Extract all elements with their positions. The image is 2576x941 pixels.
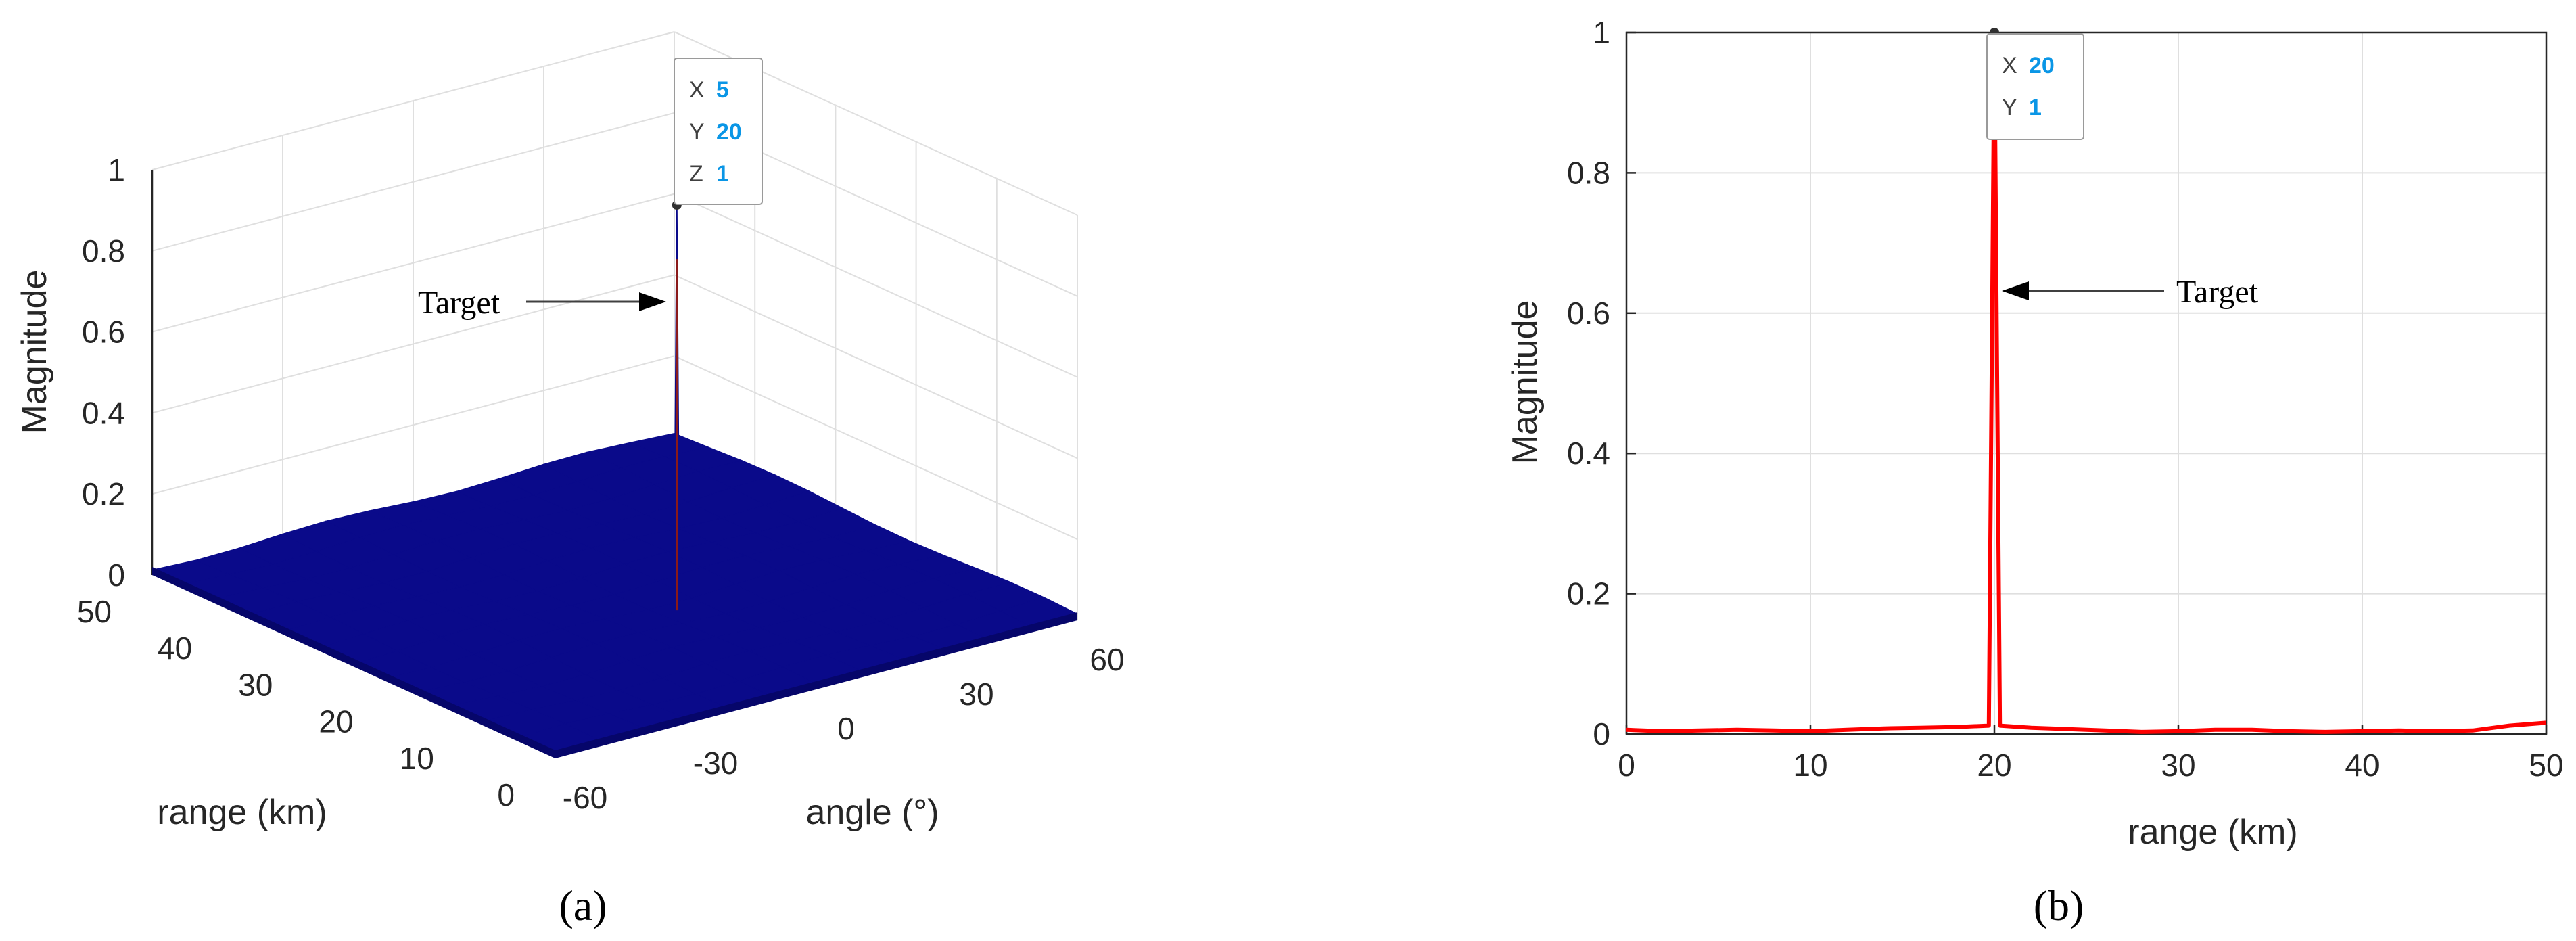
panel-b-datatip-key: X [2002, 53, 2017, 78]
panel-a-z-axis-label: Magnitude [15, 270, 54, 434]
panel-a-annotation-arrowhead [639, 292, 666, 311]
panel-b-y-tick-label: 0.6 [1567, 296, 1610, 331]
panel-a-y-axis-label: range (km) [157, 793, 327, 832]
panel-a-datatip-key: Y [689, 119, 705, 145]
panel-a-x-tick-label: 60 [1090, 642, 1124, 677]
panel-b-y-tick-label: 0 [1593, 716, 1610, 752]
panel-a-surface-edge [152, 567, 555, 758]
panel-a-datatip-value: 1 [716, 161, 729, 187]
panel-b-x-axis-label: range (km) [2128, 812, 2297, 852]
panel-a-y-tick-label: 40 [158, 630, 192, 666]
panel-a-surface-patch [629, 433, 709, 457]
panel-b-line-plot: 0 10 20 30 40 50 0 0.2 0.4 0.6 0.8 1 Magnitude rang… [1505, 15, 2564, 929]
panel-a-surface-layer [151, 200, 1079, 758]
panel-b-datatip-value: 1 [2029, 95, 2042, 120]
panel-a-y-tick-label: 0 [497, 777, 515, 812]
panel-b-datatip-value: 20 [2029, 53, 2055, 78]
panel-a-z-tick-label: 0.2 [82, 476, 125, 511]
panel-b-annotation-text: Target [2176, 274, 2259, 310]
panel-b-x-tick-label: 20 [1977, 748, 2011, 783]
panel-a-y-tick-label: 30 [238, 667, 273, 702]
panel-a-z-tick-label: 0.8 [82, 233, 125, 269]
panel-b-x-tick-label: 30 [2161, 748, 2195, 783]
panel-b-x-tick-label: 50 [2529, 748, 2563, 783]
panel-b-grid [1626, 32, 2547, 735]
panel-a-datatip-key: Z [689, 161, 703, 187]
panel-b-annotation-arrowhead [2002, 281, 2029, 300]
panel-a-datatip-value: 20 [716, 119, 742, 145]
panel-b-y-tick-label: 0.4 [1567, 436, 1610, 471]
panel-b-x-tick-label: 40 [2345, 748, 2379, 783]
panel-a-x-tick-label: 0 [837, 711, 855, 746]
panel-b-datatip-key: Y [2002, 95, 2017, 120]
panel-a-y-tick-label: 50 [77, 594, 112, 629]
panel-b-target-annotation: Target [2002, 274, 2259, 310]
panel-b-caption: (b) [2034, 881, 2084, 929]
panel-a-x-tick-label: -60 [563, 780, 607, 815]
panel-b-y-tick-label: 1 [1593, 15, 1610, 50]
panel-b-x-tick-label: 10 [1793, 748, 1827, 783]
panel-a-z-tick-label: 0.6 [82, 315, 125, 350]
panel-a-x-tick-label: -30 [693, 745, 738, 781]
panel-b-axes-box [1625, 31, 2548, 735]
panel-a-target-annotation: Target [418, 285, 666, 321]
panel-b-y-tick-label: 0.8 [1567, 155, 1610, 190]
panel-a-y-tick-label: 20 [319, 704, 353, 739]
panel-a-datatip: X 5Y 20 Z 1 [674, 58, 763, 205]
panel-b-y-axis-label: Magnitude [1505, 300, 1545, 465]
panel-b-axes-frame [1625, 31, 2548, 735]
panel-b-datatip: X 20 Y 1 [1986, 33, 2084, 140]
panel-b-series-line [1626, 30, 2547, 734]
panel-a-y-tick-label: 10 [400, 741, 434, 776]
panel-a-x-axis-label: angle (°) [805, 793, 939, 832]
panel-a-surface-edge [555, 612, 1077, 758]
panel-a-caption: (a) [559, 881, 607, 929]
panel-a-gridline [674, 274, 1078, 459]
panel-a-datatip-box [674, 58, 763, 205]
panel-a-z-tick-label: 0 [108, 557, 125, 593]
panel-a-x-tick-label: 30 [959, 676, 993, 712]
panel-b-x-tick-label: 0 [1618, 748, 1635, 783]
panel-a-datatip-key: X [689, 77, 705, 103]
panel-b-y-tick-label: 0.2 [1567, 576, 1610, 612]
panel-b-series-layer [1626, 28, 2547, 734]
panel-a-annotation-text: Target [418, 285, 500, 321]
panel-a-gridline [674, 193, 1078, 378]
panel-a-z-tick-label: 0.4 [82, 395, 125, 430]
panel-b-ticks: 0 10 20 30 40 50 0 0.2 0.4 0.6 0.8 1 [1567, 15, 2564, 783]
panel-b-datatip-box [1986, 33, 2084, 140]
panel-a-z-tick-label: 1 [108, 152, 125, 187]
panel-a-gridline [674, 355, 1078, 541]
panel-a-datatip-value: 5 [716, 77, 729, 103]
